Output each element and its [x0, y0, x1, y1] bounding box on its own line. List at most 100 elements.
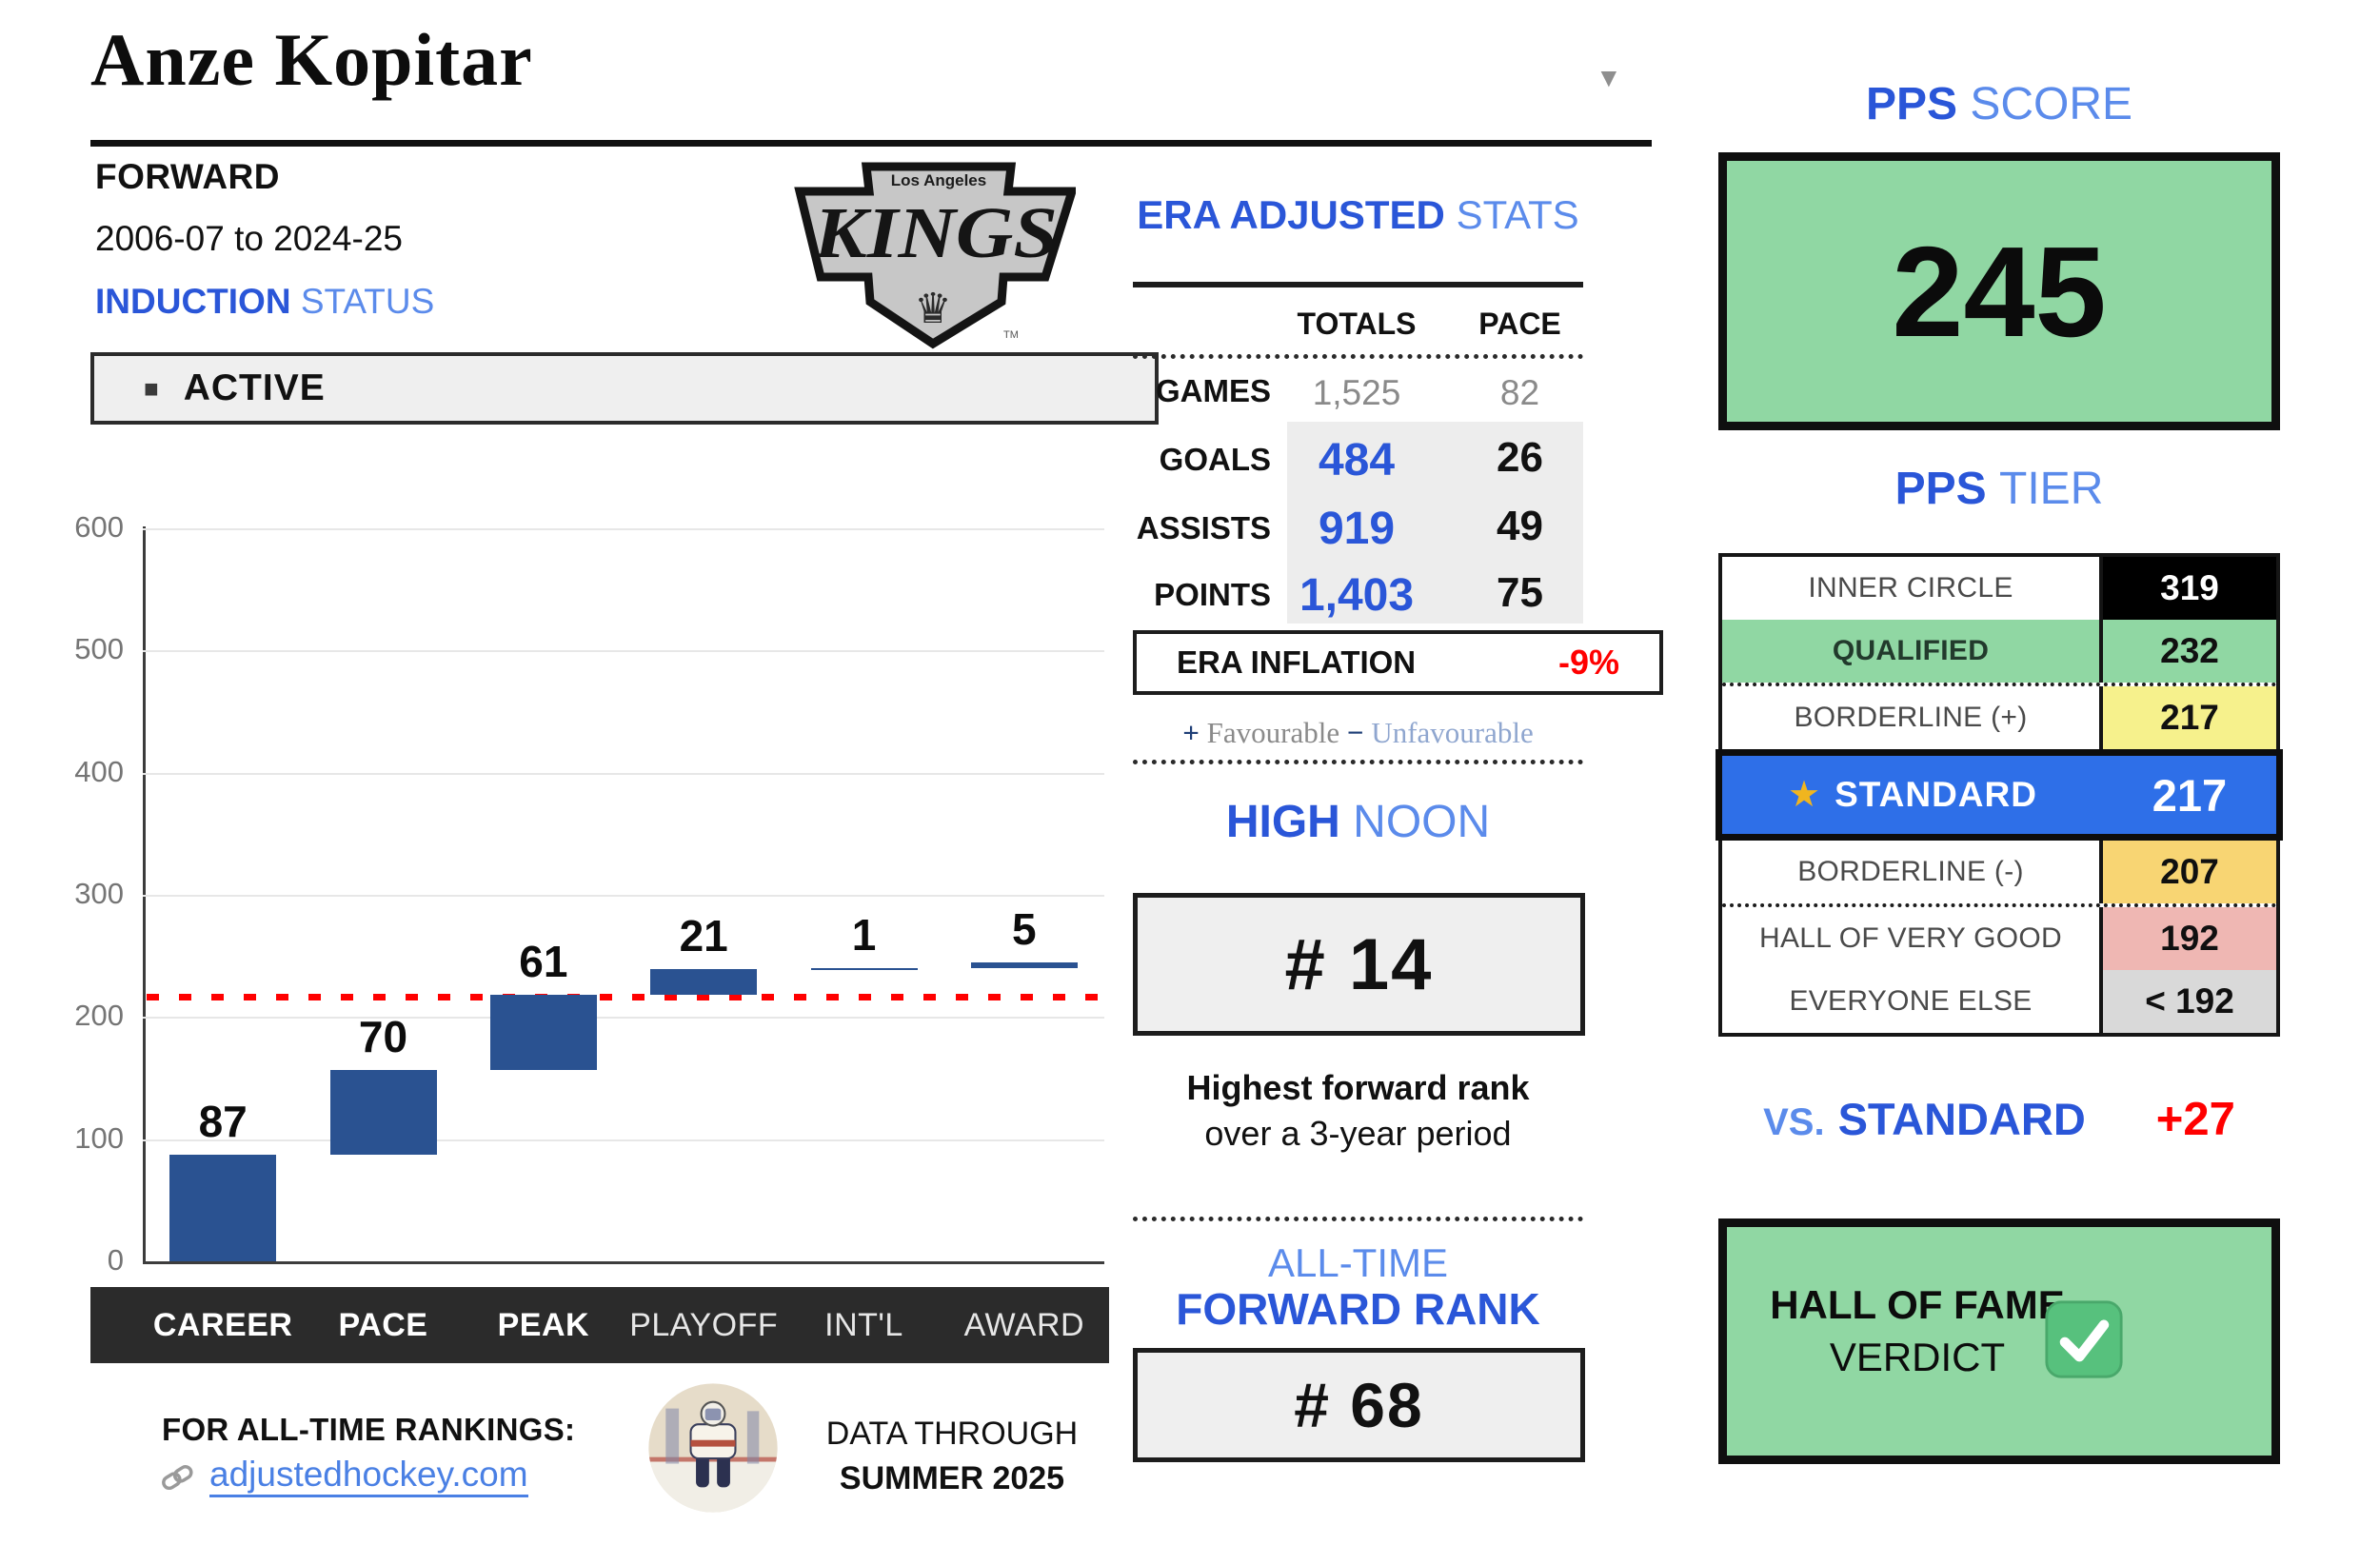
divider [1133, 282, 1583, 287]
square-bullet-icon: ■ [144, 374, 159, 403]
bar-value-label: 5 [1012, 903, 1037, 954]
logo-kings-text: KINGS [813, 193, 1058, 273]
pps-tier-heading: PPS TIER [1718, 463, 2280, 515]
y-tick-label: 400 [74, 754, 124, 788]
stat-pace: 75 [1497, 569, 1543, 616]
page-title: Anze Kopitar [90, 18, 533, 101]
column-header-totals: TOTALS [1297, 307, 1417, 341]
stat-pace: 26 [1497, 434, 1543, 481]
stat-total: 1,525 [1312, 373, 1401, 412]
waterfall-bar-peak [489, 995, 597, 1070]
era-stats-title: ERA ADJUSTED STATS [1133, 192, 1583, 238]
bar-value-label: 21 [679, 911, 728, 961]
bar-value-label: 87 [198, 1097, 248, 1147]
pps-score-heading-bold: PPS [1865, 79, 1957, 129]
x-category-award: AWARD [963, 1306, 1085, 1343]
era-adjusted-column: ERA ADJUSTED STATS TOTALS PACE GAMES 1,5… [1133, 0, 1663, 1565]
verdict-line2: VERDICT [1829, 1334, 2006, 1379]
vs-standard-value: +27 [2155, 1094, 2235, 1145]
x-category-career: CAREER [152, 1306, 293, 1343]
gridline-200 [143, 1017, 1104, 1020]
tier-value: < 192 [2099, 970, 2276, 1033]
era-inflation-box: ERA INFLATION -9% [1133, 630, 1663, 695]
favourable-legend: + Favourable − Unfavourable [1133, 716, 1583, 750]
pps-score-heading-light: SCORE [1970, 79, 2133, 129]
vs-standard-light: VS. [1763, 1101, 1825, 1143]
tier-value: 192 [2099, 907, 2276, 970]
waterfall-bar-pace [329, 1069, 437, 1156]
era-stats-title-light: STATS [1456, 192, 1579, 237]
tier-value: 232 [2099, 620, 2276, 683]
avatar-goalie-photo [648, 1383, 778, 1513]
tier-label: HALL OF VERY GOOD [1759, 922, 2062, 954]
high-noon-rank-value: # 14 [1284, 923, 1434, 1005]
column-header-pace: PACE [1478, 307, 1561, 341]
stat-total: 484 [1318, 435, 1396, 485]
stat-pace: 49 [1497, 503, 1543, 549]
y-tick-label: 300 [74, 877, 124, 910]
tier-row-borderline: BORDERLINE (-) 207 [1722, 841, 2276, 903]
dotted-divider [1133, 354, 1583, 359]
pps-tier-table: INNER CIRCLE 319 QUALIFIED 232 BORDERLINE (+… [1716, 553, 2283, 1037]
stat-label: ASSISTS [1136, 510, 1271, 545]
tier-label: QUALIFIED [1832, 635, 1990, 666]
bar-value-label: 70 [358, 1011, 408, 1061]
tier-row-everyone-else: EVERYONE ELSE < 192 [1722, 970, 2276, 1033]
tier-value: 207 [2099, 841, 2276, 903]
era-inflation-label: ERA INFLATION [1177, 644, 1417, 680]
vs-standard-row: VS. STANDARD +27 [1718, 1093, 2280, 1146]
data-through-line1: DATA THROUGH [825, 1416, 1079, 1452]
y-tick-label: 0 [107, 1243, 124, 1277]
waterfall-bar-playoff [650, 969, 758, 996]
high-noon-rank-box: # 14 [1133, 893, 1585, 1036]
high-noon-caption-bold: Highest forward rank [1186, 1068, 1530, 1107]
status-text: ACTIVE [183, 367, 326, 408]
all-time-rank-value: # 68 [1294, 1370, 1424, 1440]
logo-shield [794, 162, 1076, 349]
legend-unfavourable: Unfavourable [1371, 716, 1534, 749]
y-tick-label: 200 [74, 999, 124, 1033]
y-tick-label: 100 [74, 1120, 124, 1155]
footer-link-row: adjustedhockey.com [160, 1455, 528, 1497]
legend-favourable: Favourable [1206, 716, 1340, 749]
dotted-divider [1133, 1217, 1583, 1221]
chevron-down-icon[interactable]: ▼ [1596, 63, 1622, 92]
all-time-line2: FORWARD RANK [1176, 1284, 1540, 1334]
bar-value-label: 61 [519, 937, 568, 987]
pps-column: PPS SCORE 245 PPS TIER INNER CIRCLE 319 QU… [1716, 0, 2283, 1565]
chart-category-bar: CAREER PACE PEAK PLAYOFF INT'L AWARD [90, 1287, 1109, 1363]
x-category-pace: PACE [338, 1306, 428, 1343]
adjustedhockey-link[interactable]: adjustedhockey.com [209, 1455, 528, 1497]
induction-heading-bold: INDUCTION [95, 282, 291, 321]
gridline-500 [143, 650, 1104, 653]
tier-label: EVERYONE ELSE [1789, 985, 2033, 1017]
tier-row-qualified: QUALIFIED 232 [1722, 620, 2276, 683]
stat-label: POINTS [1154, 577, 1271, 612]
tier-value: 319 [2099, 557, 2276, 620]
tier-row-inner-circle: INNER CIRCLE 319 [1722, 557, 2276, 620]
all-time-rank-box: # 68 [1133, 1348, 1585, 1462]
x-category-playoff: PLAYOFF [629, 1306, 779, 1343]
stat-label: GOALS [1159, 442, 1271, 477]
pps-score-heading: PPS SCORE [1718, 78, 2280, 130]
hall-of-fame-verdict-box: HALL OF FAME VERDICT [1718, 1218, 2280, 1464]
vs-standard-bold: STANDARD [1837, 1094, 2086, 1144]
y-tick-label: 600 [74, 510, 124, 544]
stat-total: 1,403 [1299, 570, 1415, 621]
tier-label: ★ STANDARD [1788, 775, 2037, 815]
status-badge: ■ ACTIVE [90, 352, 1159, 425]
tier-row-borderline: BORDERLINE (+) 217 [1722, 683, 2276, 749]
waterfall-bar-int-l [810, 968, 918, 970]
gridline-600 [143, 528, 1104, 530]
era-stats-title-bold: ERA ADJUSTED [1137, 192, 1445, 237]
tier-value: 217 [2099, 686, 2276, 749]
y-tick-label: 500 [74, 632, 124, 666]
pps-score-value: 245 [1892, 219, 2107, 364]
gridline-100 [143, 1139, 1104, 1141]
x-category-peak: PEAK [497, 1306, 590, 1343]
player-seasons: 2006-07 to 2024-25 [95, 219, 403, 258]
tier-label: INNER CIRCLE [1808, 572, 2013, 604]
footer-rankings-label: FOR ALL-TIME RANKINGS: [162, 1412, 576, 1447]
tier-row-standard: ★ STANDARD 217 [1716, 749, 2283, 841]
